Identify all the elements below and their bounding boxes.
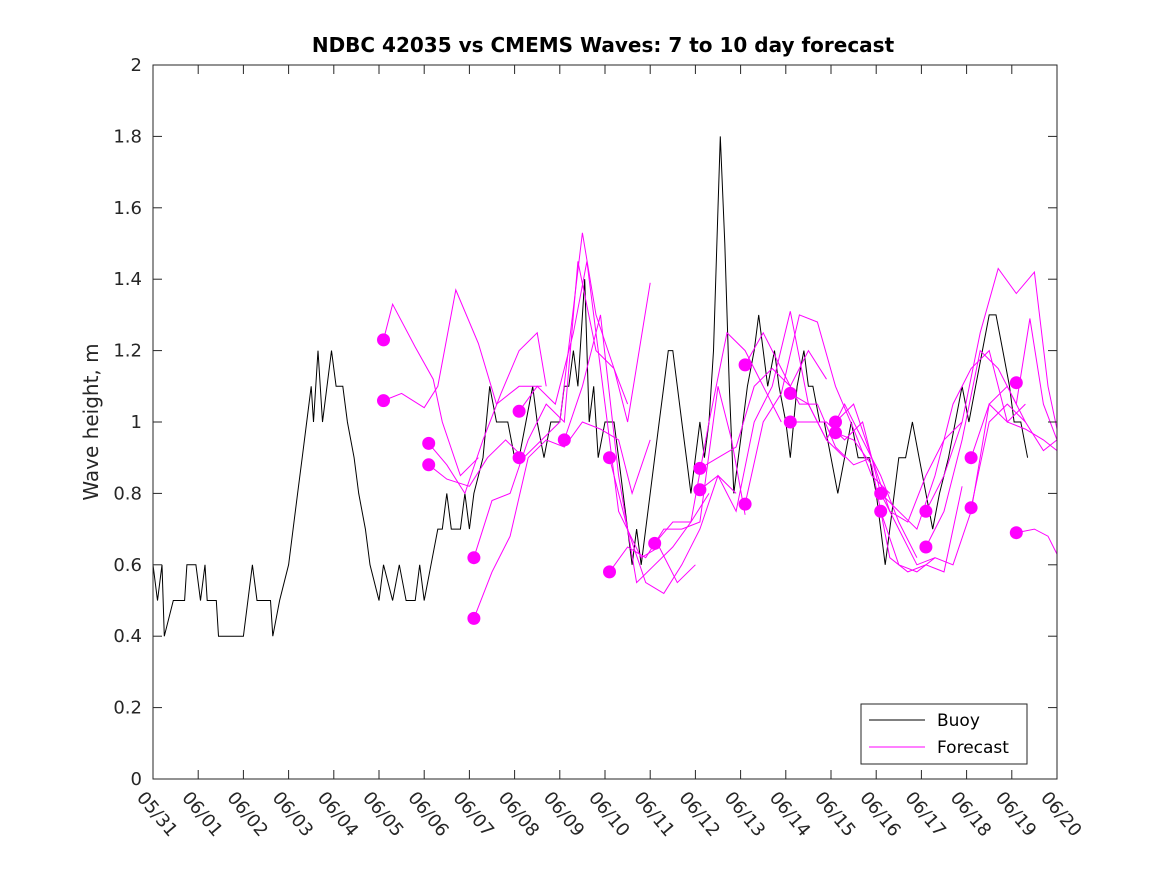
forecast-line: [744, 314, 891, 505]
forecast-start-marker: [512, 404, 526, 418]
forecast-line: [383, 288, 542, 409]
forecast-line: [383, 302, 479, 477]
forecast-start-marker: [738, 497, 752, 511]
forecast-start-marker: [422, 436, 436, 450]
x-tick-label: 06/13: [720, 788, 769, 841]
forecast-line: [428, 331, 547, 495]
forecast-line: [880, 385, 1026, 573]
forecast-start-marker: [467, 611, 481, 625]
forecast-start-marker: [1009, 526, 1023, 540]
y-tick-label: 1.4: [113, 269, 142, 290]
y-tick-label: 1.6: [113, 198, 142, 219]
forecast-line: [473, 421, 651, 619]
y-tick-label: 0.2: [113, 698, 142, 719]
buoy-line: [152, 136, 1029, 637]
chart-title: NDBC 42035 vs CMEMS Waves: 7 to 10 day f…: [312, 33, 895, 57]
forecast-start-marker: [919, 540, 933, 554]
forecast-start-marker: [738, 358, 752, 372]
y-tick-label: 1.8: [113, 126, 142, 147]
x-tick-label: 06/03: [268, 788, 317, 841]
forecast-start-marker: [467, 551, 481, 565]
x-tick-label: 06/20: [1036, 788, 1085, 841]
x-tick-label: 06/17: [901, 788, 950, 841]
forecast-start-marker: [512, 451, 526, 465]
forecast-start-marker: [783, 386, 797, 400]
forecast-line: [790, 421, 936, 566]
x-tick-label: 06/10: [584, 788, 633, 841]
forecast-start-marker: [377, 333, 390, 347]
forecast-line: [1016, 528, 1058, 555]
forecast-line: [609, 457, 737, 595]
buoy-series: [152, 136, 1029, 637]
x-tick-label: 06/01: [177, 788, 226, 841]
forecast-line: [970, 403, 1058, 458]
y-axis-label: Wave height, m: [79, 343, 103, 500]
legend-buoy-label: Buoy: [937, 711, 980, 731]
x-tick-label: 06/02: [223, 788, 272, 841]
forecast-line: [970, 403, 1058, 508]
y-tick-label: 0: [131, 769, 142, 790]
legend: Buoy Forecast: [860, 703, 1028, 765]
forecast-start-marker: [874, 504, 888, 518]
x-tick-label: 06/16: [855, 788, 904, 841]
y-tick-label: 0.4: [113, 626, 142, 647]
forecast-start-marker: [1009, 376, 1023, 390]
forecast-line: [563, 314, 710, 584]
x-tick-label: 06/18: [946, 788, 995, 841]
forecast-start-marker: [874, 486, 888, 500]
forecast-start-marker: [829, 426, 842, 440]
forecast-line: [925, 318, 1058, 548]
forecast-start-marker: [783, 415, 797, 429]
forecast-start-marker: [648, 536, 662, 550]
forecast-start-marker: [964, 501, 978, 515]
x-tick-label: 06/11: [629, 788, 678, 841]
forecast-start-marker: [693, 461, 707, 475]
forecast-start-marker: [964, 451, 978, 465]
forecast-start-marker: [603, 565, 616, 579]
x-tick-label: 06/15: [810, 788, 859, 841]
x-tick-label: 06/04: [313, 788, 362, 841]
forecast-start-marker: [377, 394, 390, 408]
y-tick-label: 0.6: [113, 555, 142, 576]
forecast-line: [925, 267, 1058, 512]
x-tick-label: 05/31: [132, 788, 181, 841]
forecast-line: [428, 232, 629, 487]
forecast-line: [518, 261, 696, 584]
forecast-start-marker: [422, 458, 436, 472]
x-tick-label: 06/12: [675, 788, 724, 841]
x-tick-label: 06/09: [539, 788, 588, 841]
x-tick-label: 06/08: [494, 788, 543, 841]
y-tick-label: 1.2: [113, 341, 142, 362]
forecast-series: [377, 232, 1058, 625]
forecast-start-marker: [919, 504, 933, 518]
y-tick-label: 2: [131, 55, 142, 76]
forecast-start-marker: [557, 433, 571, 447]
legend-box: [860, 703, 1028, 765]
forecast-start-marker: [603, 451, 616, 465]
x-tick-label: 06/07: [449, 788, 498, 841]
x-tick-label: 06/19: [991, 788, 1040, 841]
x-tick-label: 06/14: [765, 788, 814, 841]
forecast-line: [473, 261, 651, 558]
legend-forecast-label: Forecast: [937, 738, 1009, 758]
forecast-line: [609, 386, 746, 573]
forecast-line: [835, 403, 963, 523]
x-tick-label: 06/05: [358, 788, 407, 841]
y-tick-label: 0.8: [113, 483, 142, 504]
forecast-line: [880, 349, 1026, 531]
x-tick-label: 06/06: [403, 788, 452, 841]
y-tick-label: 1: [131, 412, 142, 433]
forecast-line: [699, 349, 827, 469]
forecast-line: [790, 392, 918, 558]
forecast-start-marker: [693, 483, 707, 497]
forecast-start-marker: [829, 415, 842, 429]
